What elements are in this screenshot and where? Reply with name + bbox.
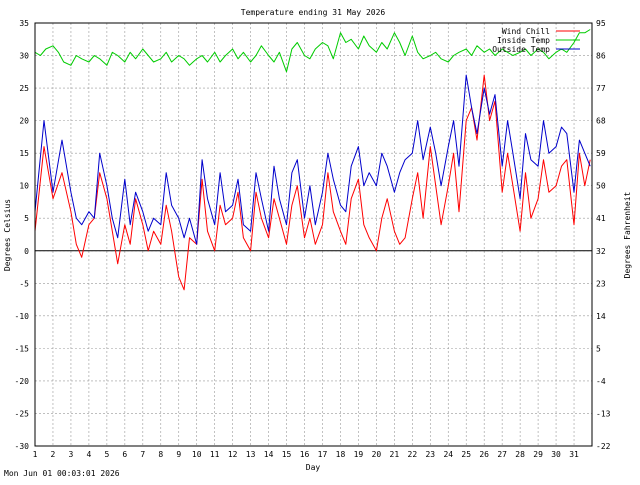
legend-label-wind-chill: Wind Chill [502, 27, 550, 36]
y-tick-label-right: 23 [596, 279, 606, 288]
x-tick-label: 25 [461, 450, 471, 459]
grid [34, 22, 592, 447]
y-tick-label-right: 32 [596, 247, 606, 256]
x-tick-label: 7 [140, 450, 145, 459]
x-tick-label: 18 [336, 450, 346, 459]
plot-frame [34, 22, 593, 447]
y-tick-label-left: -25 [15, 409, 30, 418]
x-tick-label: 4 [86, 450, 91, 459]
y-tick-label-left: -30 [15, 442, 30, 451]
x-axis-label: Day [306, 463, 321, 472]
x-tick-label: 1 [33, 450, 38, 459]
x-tick-label: 17 [318, 450, 328, 459]
y-tick-label-left: 0 [24, 247, 29, 256]
legend: Wind Chill Inside Temp Outside Temp [492, 27, 580, 54]
y-tick-label-right: 41 [596, 214, 606, 223]
y-tick-label-right: 14 [596, 312, 606, 321]
legend-label-inside-temp: Inside Temp [497, 36, 550, 45]
x-tick-label: 5 [104, 450, 109, 459]
y-tick-label-right: -4 [596, 377, 606, 386]
x-tick-label: 28 [515, 450, 525, 459]
y-tick-label-right: 86 [596, 52, 606, 61]
x-tick-label: 26 [479, 450, 489, 459]
y-tick-label-left: 15 [19, 149, 29, 158]
x-tick-label: 31 [569, 450, 579, 459]
y-tick-label-left: -15 [15, 344, 30, 353]
x-tick-label: 3 [69, 450, 74, 459]
chart-title: Temperature ending 31 May 2026 [241, 8, 386, 17]
y-axis-label-right: Degrees Fahrenheit [623, 191, 632, 278]
x-tick-label: 6 [122, 450, 127, 459]
x-tick-label: 2 [51, 450, 56, 459]
y-tick-label-left: -5 [19, 279, 29, 288]
x-axis-ticks: 1 2 3 4 5 6 7 8 9 10 11 12 13 14 15 16 17 18 19 20 21 22 23 24 2… [33, 450, 579, 459]
x-tick-label: 13 [246, 450, 256, 459]
x-tick-label: 30 [551, 450, 561, 459]
x-tick-label: 23 [425, 450, 435, 459]
x-tick-label: 19 [354, 450, 364, 459]
x-tick-label: 20 [372, 450, 382, 459]
right-axis-ticks: 95 86 77 68 59 50 41 32 23 14 5 -4 -13 -22 [596, 19, 611, 451]
series-line-outside-temp [34, 74, 591, 245]
y-tick-label-left: 20 [19, 117, 29, 126]
y-tick-label-right: -13 [596, 409, 611, 418]
y-tick-label-left: 30 [19, 52, 29, 61]
x-tick-label: 15 [282, 450, 292, 459]
y-tick-label-left: 25 [19, 84, 29, 93]
y-tick-label-left: -10 [15, 312, 30, 321]
y-tick-label-right: -22 [596, 442, 611, 451]
y-tick-label-left: 5 [24, 214, 29, 223]
x-tick-label: 22 [408, 450, 418, 459]
x-tick-label: 12 [228, 450, 238, 459]
x-tick-label: 29 [533, 450, 543, 459]
x-tick-label: 8 [158, 450, 163, 459]
y-tick-label-right: 95 [596, 19, 606, 28]
x-tick-label: 9 [176, 450, 181, 459]
y-tick-label-right: 5 [596, 344, 601, 353]
series-line-wind-chill [34, 74, 591, 291]
x-tick-label: 21 [390, 450, 400, 459]
timestamp: Mon Jun 01 00:03:01 2026 [4, 469, 120, 478]
left-axis-ticks: -30 -25 -20 -15 -10 -5 0 5 10 15 20 25 30 35 [15, 19, 30, 451]
legend-label-outside-temp: Outside Temp [492, 45, 550, 54]
series-lines [34, 29, 591, 291]
series-line-inside-temp [34, 29, 591, 73]
x-tick-label: 11 [210, 450, 220, 459]
y-tick-label-left: 35 [19, 19, 29, 28]
x-tick-label: 10 [192, 450, 202, 459]
y-tick-label-left: -20 [15, 377, 30, 386]
y-tick-label-right: 50 [596, 182, 606, 191]
x-tick-label: 24 [443, 450, 453, 459]
y-tick-label-left: 10 [19, 182, 29, 191]
y-tick-label-right: 59 [596, 149, 606, 158]
y-tick-label-right: 68 [596, 117, 606, 126]
x-tick-label: 16 [300, 450, 310, 459]
y-tick-label-right: 77 [596, 84, 606, 93]
x-tick-label: 14 [264, 450, 274, 459]
y-axis-label-left: Degrees Celsius [3, 199, 12, 271]
x-tick-label: 27 [497, 450, 507, 459]
